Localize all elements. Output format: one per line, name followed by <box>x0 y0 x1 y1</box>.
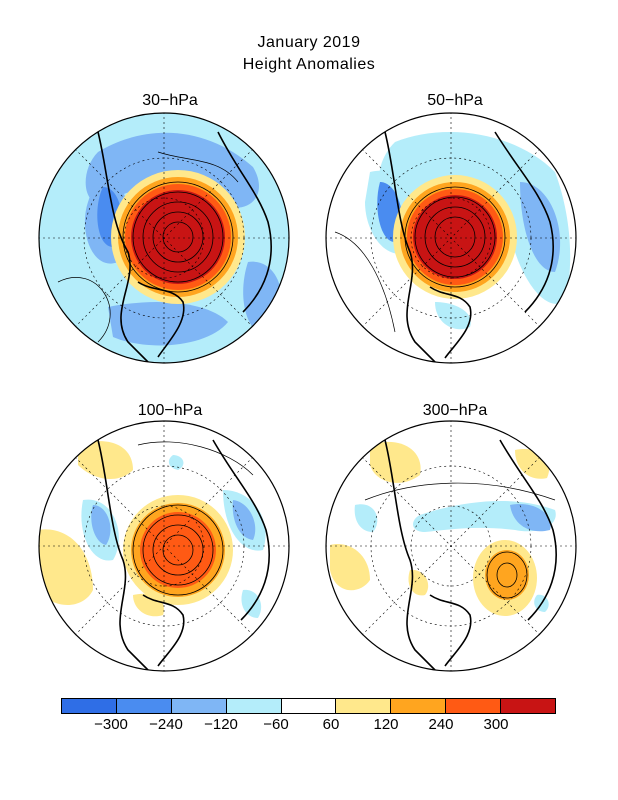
colorbar-tick-label: −120 <box>204 716 238 733</box>
colorbar-tick-label: 300 <box>483 716 509 733</box>
colorbar-tick-label: −300 <box>94 716 128 733</box>
colorbar-swatch <box>501 699 556 713</box>
panel-label-300hpa: 300−hPa <box>422 402 488 419</box>
panel-label-100hpa: 100−hPa <box>137 402 203 419</box>
colorbar-swatch <box>62 699 117 713</box>
panel-label-50hpa: 50−hPa <box>427 92 483 109</box>
polar-map-100hpa <box>38 420 290 672</box>
colorbar-swatch <box>446 699 502 713</box>
colorbar-swatch <box>336 699 392 713</box>
colorbar-swatch <box>226 699 282 713</box>
title-line-2: Height Anomalies <box>242 56 376 73</box>
colorbar-swatch <box>116 699 172 713</box>
panel-label-30hpa: 30−hPa <box>142 92 198 109</box>
colorbar-tick-label: 240 <box>428 716 454 733</box>
colorbar <box>61 698 556 714</box>
colorbar-tick-label: −60 <box>263 716 289 733</box>
colorbar-swatch <box>391 699 447 713</box>
colorbar-tick-label: 60 <box>322 716 340 733</box>
polar-map-30hpa <box>38 112 290 364</box>
colorbar-swatch <box>171 699 227 713</box>
colorbar-tick-label: 120 <box>373 716 399 733</box>
title-line-1: January 2019 <box>257 34 361 51</box>
colorbar-tick-label: −240 <box>149 716 183 733</box>
colorbar-swatch <box>281 699 337 713</box>
polar-map-50hpa <box>325 112 577 364</box>
polar-map-300hpa <box>325 420 577 672</box>
